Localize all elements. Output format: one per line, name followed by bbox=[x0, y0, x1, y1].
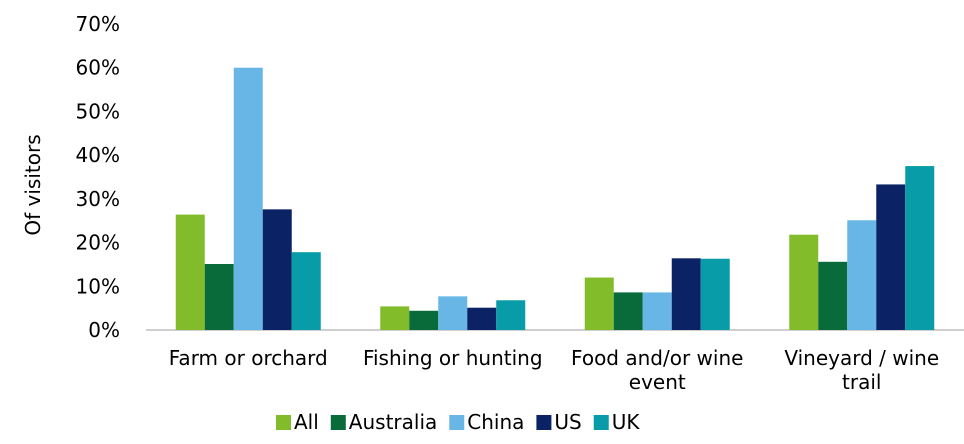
bar-uk bbox=[905, 166, 935, 330]
bar-china bbox=[642, 292, 672, 330]
bar-all bbox=[175, 214, 205, 330]
y-axis-ticks: 0% 10% 20% 30% 40% 50% 60% 70% bbox=[76, 12, 120, 342]
legend-label: China bbox=[467, 410, 524, 434]
legend-item: All bbox=[276, 410, 319, 434]
legend-item: UK bbox=[593, 410, 641, 434]
bar-all bbox=[584, 277, 614, 330]
y-tick-label: 70% bbox=[76, 12, 120, 36]
bar-all bbox=[789, 234, 819, 330]
bar-us bbox=[671, 258, 701, 330]
y-tick-label: 20% bbox=[76, 231, 120, 255]
bar-uk bbox=[291, 252, 321, 330]
bar-australia bbox=[818, 261, 848, 330]
legend: All Australia China US UK bbox=[276, 410, 640, 434]
y-tick-label: 10% bbox=[76, 274, 120, 298]
bar-australia bbox=[613, 292, 643, 330]
bar-china bbox=[438, 296, 468, 330]
bar-us bbox=[262, 209, 292, 330]
bar-uk bbox=[496, 300, 526, 330]
y-tick-label: 60% bbox=[76, 56, 120, 80]
legend-item: China bbox=[449, 410, 524, 434]
bar-china bbox=[233, 67, 263, 330]
y-axis-title: Of visitors bbox=[21, 134, 45, 235]
legend-swatch bbox=[449, 415, 465, 430]
category-label: Fishing or hunting bbox=[363, 346, 543, 370]
bars bbox=[175, 67, 935, 330]
bar-australia bbox=[409, 310, 439, 330]
category-label: Farm or orchard bbox=[169, 346, 328, 370]
y-tick-label: 40% bbox=[76, 143, 120, 167]
bar-us bbox=[876, 184, 906, 330]
category-label: Food and/or wine event bbox=[571, 346, 743, 394]
legend-label: US bbox=[554, 410, 581, 434]
legend-item: Australia bbox=[330, 410, 437, 434]
bar-australia bbox=[204, 263, 234, 330]
bar-uk bbox=[700, 258, 730, 330]
bar-all bbox=[380, 306, 410, 330]
legend-swatch bbox=[593, 415, 609, 430]
y-tick-label: 0% bbox=[88, 318, 120, 342]
legend-swatch bbox=[330, 415, 346, 430]
legend-label: All bbox=[294, 410, 319, 434]
legend-item: US bbox=[536, 410, 582, 434]
legend-swatch bbox=[276, 415, 291, 430]
y-tick-label: 50% bbox=[76, 99, 120, 123]
y-tick-label: 30% bbox=[76, 187, 120, 211]
legend-swatch bbox=[536, 415, 552, 430]
legend-label: Australia bbox=[349, 410, 437, 434]
category-label: Vineyard / wine trail bbox=[784, 346, 939, 394]
legend-label: UK bbox=[612, 410, 641, 434]
category-labels: Farm or orchard Fishing or hunting Food an… bbox=[169, 346, 939, 394]
bar-us bbox=[467, 307, 497, 330]
bar-china bbox=[847, 220, 877, 330]
